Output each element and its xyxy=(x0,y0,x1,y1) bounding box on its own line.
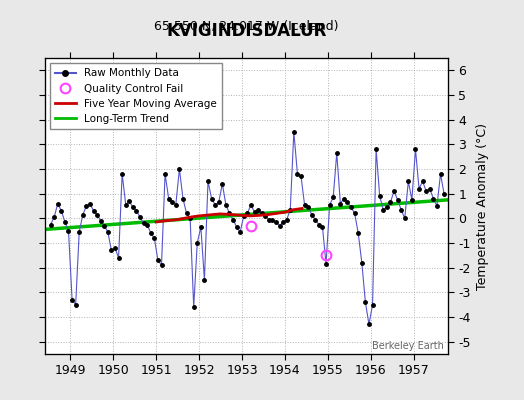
Y-axis label: Temperature Anomaly (°C): Temperature Anomaly (°C) xyxy=(476,122,489,290)
Text: Berkeley Earth: Berkeley Earth xyxy=(372,341,444,351)
Text: KVIGINDISDALUR: KVIGINDISDALUR xyxy=(166,22,326,40)
Legend: Raw Monthly Data, Quality Control Fail, Five Year Moving Average, Long-Term Tren: Raw Monthly Data, Quality Control Fail, … xyxy=(50,63,222,129)
Title: 65.550 N, 24.017 W (Iceland): 65.550 N, 24.017 W (Iceland) xyxy=(154,20,339,33)
